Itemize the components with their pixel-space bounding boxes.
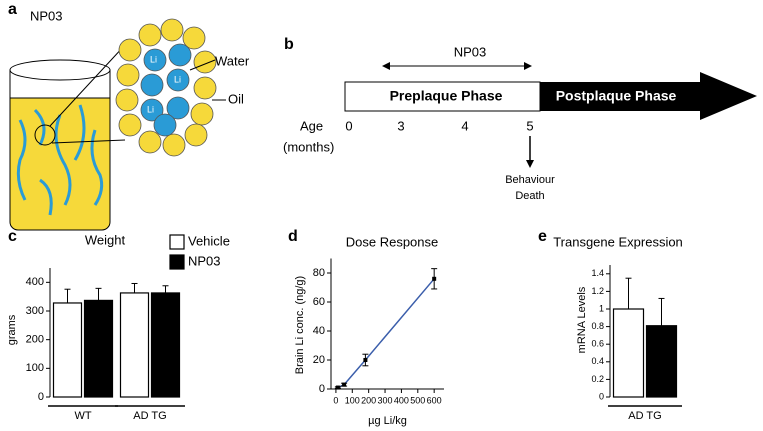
- age-tick: 5: [526, 118, 533, 133]
- data-point: [432, 276, 437, 281]
- postplaque-arrow: [540, 72, 757, 120]
- droplet-label: Li: [150, 54, 157, 64]
- age-tick: 3: [397, 118, 404, 133]
- zoom-line: [51, 139, 126, 144]
- y-axis-label: grams: [6, 314, 18, 345]
- x-tick-label: 400: [394, 395, 409, 405]
- y-tick-label: 80: [313, 267, 325, 279]
- x-tick-label: 0: [333, 395, 338, 405]
- panel-label: b: [284, 36, 294, 53]
- legend-swatch: [169, 254, 185, 270]
- x-tick-label: WT: [74, 410, 91, 422]
- x-axis-label: µg Li/kg: [368, 415, 407, 427]
- oil-label: Oil: [228, 91, 244, 106]
- x-tick-label: AD TG: [628, 410, 661, 422]
- water-streaks: [16, 104, 104, 216]
- pointer: [189, 59, 216, 71]
- chart-title: Dose Response: [346, 234, 439, 249]
- bar: [612, 308, 645, 398]
- x-tick-label: 500: [410, 395, 425, 405]
- droplet-cluster: [115, 18, 217, 157]
- outcome-label: Death: [515, 190, 544, 202]
- y-tick-label: 200: [26, 334, 44, 346]
- y-tick-label: 1: [599, 303, 604, 313]
- chart-title: Transgene Expression: [553, 234, 683, 249]
- zoom-circle: [34, 124, 56, 146]
- panel-b: b NP03 Preplaque Phase Postplaque Phase …: [283, 36, 757, 202]
- y-tick-label: 60: [313, 296, 325, 308]
- x-tick-label: 100: [345, 395, 360, 405]
- y-axis-label: mRNA Levels: [576, 286, 588, 353]
- phase-label: Postplaque Phase: [556, 88, 677, 104]
- arrowhead: [526, 160, 534, 168]
- y-tick-label: 0: [599, 391, 604, 401]
- legend-swatch: [169, 234, 185, 250]
- x-tick-label: 600: [427, 395, 442, 405]
- panel-label: e: [538, 228, 547, 245]
- droplet-label: Li: [174, 74, 181, 84]
- y-tick-label: 0.2: [591, 374, 604, 384]
- y-tick-label: 40: [313, 325, 325, 337]
- y-axis-label: Brain Li conc. (ng/g): [294, 276, 306, 374]
- panel-label: a: [8, 1, 17, 18]
- y-tick-label: 0.4: [591, 356, 604, 366]
- data-point: [342, 382, 347, 387]
- y-tick-label: 100: [26, 362, 44, 374]
- panel-label: c: [8, 228, 17, 245]
- outcome-label: Behaviour: [505, 174, 555, 186]
- phase-label: Preplaque Phase: [390, 88, 503, 104]
- y-tick-label: 0: [38, 391, 44, 403]
- preplaque-box: [344, 81, 541, 112]
- data-point: [363, 358, 368, 362]
- bar: [645, 325, 678, 398]
- x-tick-label: 300: [378, 395, 393, 405]
- droplet-labels: Li Li Li: [147, 54, 181, 114]
- data-point: [335, 385, 340, 390]
- y-tick-label: 0.8: [591, 321, 604, 331]
- legend-label: NP03: [188, 253, 221, 268]
- zoom-line: [49, 44, 126, 127]
- legend-label: Vehicle: [188, 233, 230, 248]
- water-label: Water: [215, 53, 250, 68]
- panel-a: a NP03 Li Li Li Water Oil: [8, 1, 250, 231]
- x-tick-label: AD TG: [133, 410, 166, 422]
- drug-label: NP03: [454, 44, 487, 59]
- age-unit: (months): [283, 139, 334, 154]
- chart-title: Weight: [85, 232, 126, 247]
- y-tick-label: 1.4: [591, 268, 604, 278]
- bar: [83, 299, 114, 398]
- y-tick-label: 0: [319, 383, 325, 395]
- y-tick-label: 300: [26, 305, 44, 317]
- y-tick-label: 400: [26, 276, 44, 288]
- bar: [52, 302, 83, 398]
- y-tick-label: 20: [313, 354, 325, 366]
- data-line: [337, 278, 435, 389]
- age-tick: 4: [461, 118, 468, 133]
- jar-top: [9, 59, 111, 81]
- age-label: Age: [300, 118, 323, 133]
- droplet-label: Li: [147, 104, 154, 114]
- x-tick-label: 200: [361, 395, 376, 405]
- panel-label: d: [288, 228, 298, 245]
- bar: [119, 292, 150, 398]
- y-tick-label: 0.6: [591, 339, 604, 349]
- panel-title: NP03: [30, 8, 63, 23]
- bar: [150, 292, 181, 398]
- y-tick-label: 1.2: [591, 286, 604, 296]
- age-tick: 0: [345, 118, 352, 133]
